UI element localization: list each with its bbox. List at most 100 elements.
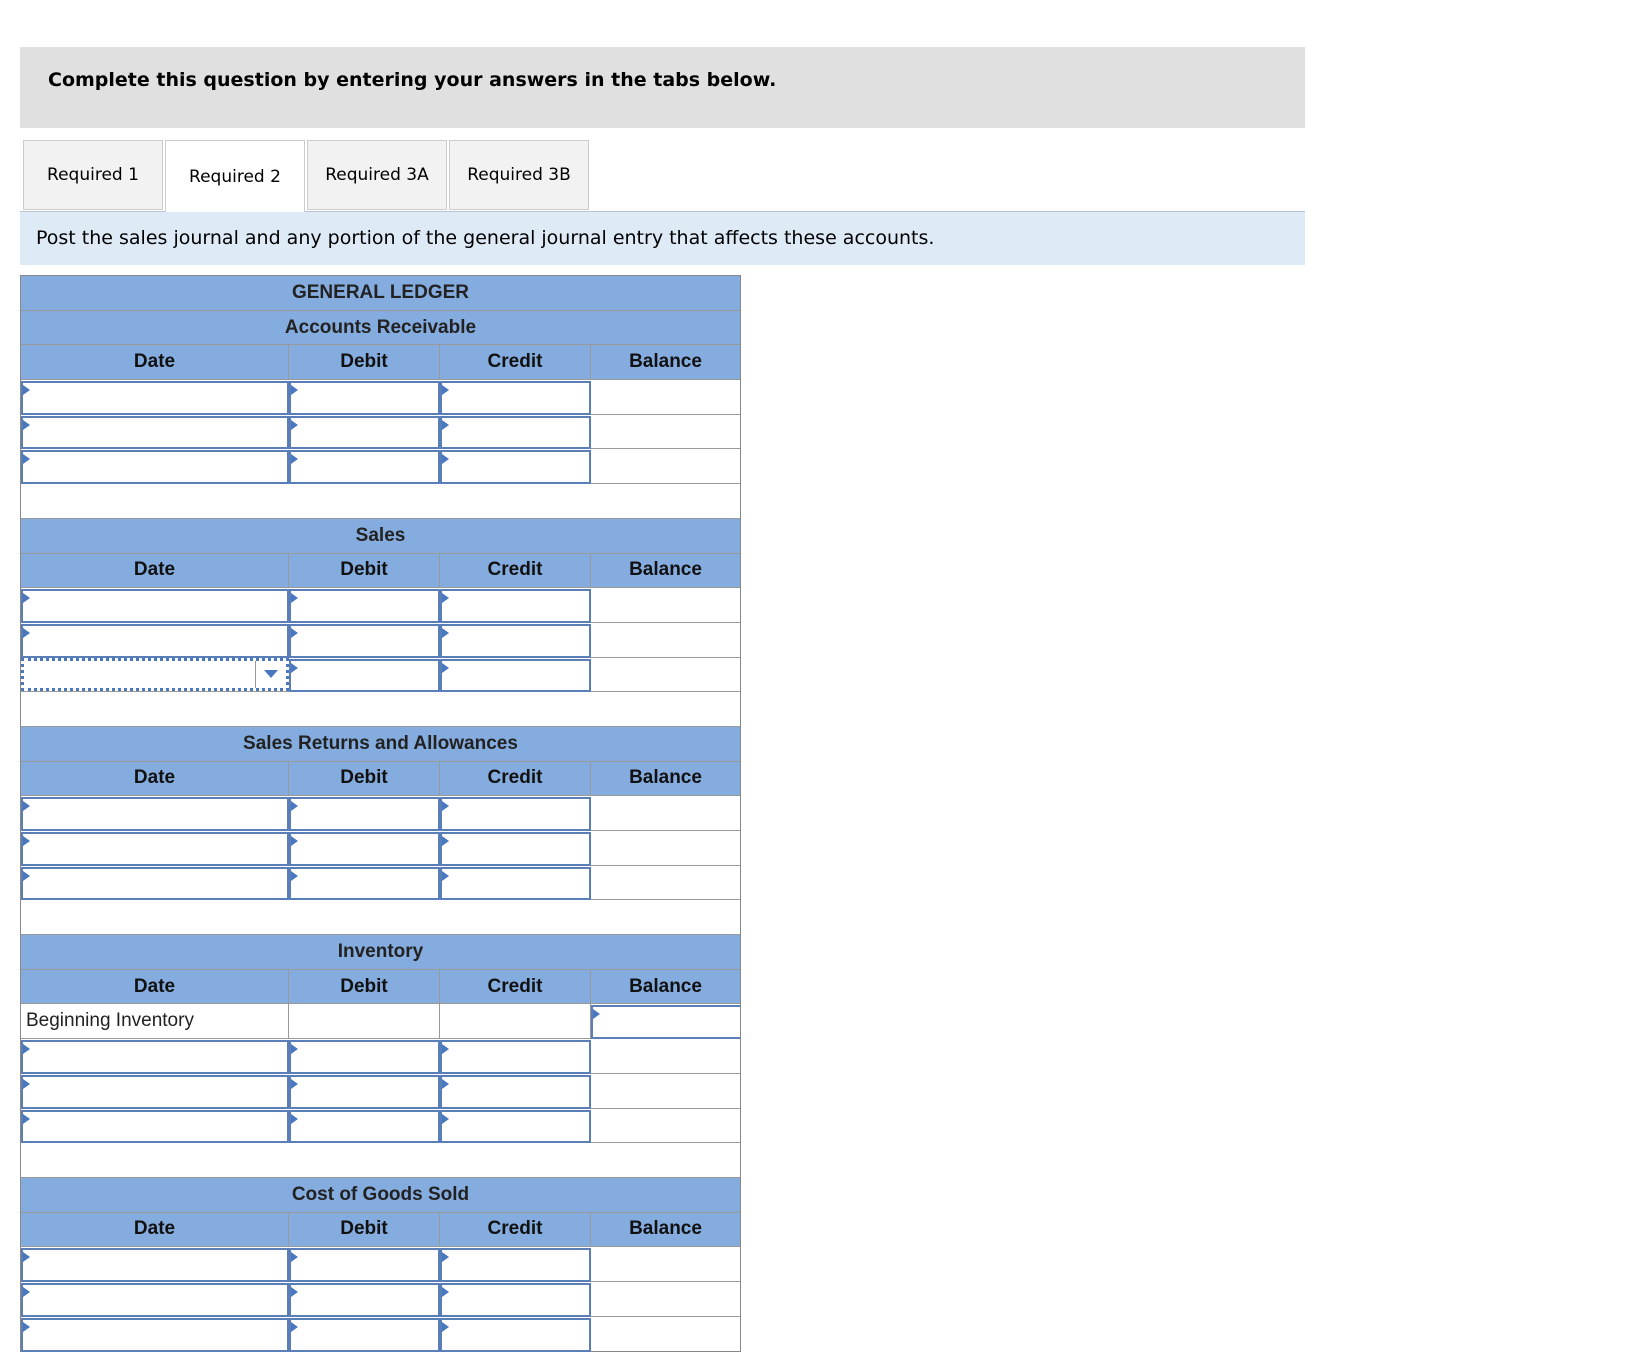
column-header-date: Date [21,761,289,796]
general-ledger: GENERAL LEDGER Accounts Receivable Date Deb… [20,275,741,1352]
ledger-row [21,831,740,866]
column-header-balance: Balance [591,761,740,796]
credit-input[interactable] [440,1109,591,1144]
credit-input[interactable] [440,1040,591,1074]
credit-input[interactable] [440,589,591,623]
ledger-row [21,380,740,415]
debit-input[interactable] [289,832,440,866]
debit-input[interactable] [289,589,440,623]
credit-input[interactable] [440,797,591,831]
balance-cell [591,380,740,414]
date-input[interactable] [21,832,289,866]
ledger-row [21,1282,740,1317]
date-input[interactable] [21,1109,289,1144]
column-header-row: Date Debit Credit Balance [21,553,740,589]
date-select[interactable] [21,657,289,692]
chevron-down-icon[interactable] [255,660,286,689]
column-header-balance: Balance [591,1212,740,1247]
credit-input[interactable] [440,1317,591,1352]
credit-input[interactable] [440,658,591,693]
date-input[interactable] [21,623,289,658]
column-header-date: Date [21,969,289,1004]
balance-cell [591,415,740,449]
account-title-cost-of-goods-sold: Cost of Goods Sold [21,1177,740,1213]
balance-cell [591,1247,740,1281]
debit-input[interactable] [289,1040,440,1074]
date-input[interactable] [21,797,289,831]
beginning-balance-input[interactable] [591,1005,740,1040]
credit-input[interactable] [440,866,591,901]
ledger-row [21,657,740,693]
tab-required-3a[interactable]: Required 3A [307,140,447,210]
ledger-title: GENERAL LEDGER [21,276,740,311]
date-input[interactable] [21,415,289,450]
balance-cell [591,831,740,865]
column-header-credit: Credit [440,553,591,588]
column-header-credit: Credit [440,969,591,1004]
ledger-row [21,1317,740,1352]
ledger-row [21,866,740,901]
tab-required-1[interactable]: Required 1 [23,140,163,210]
date-input[interactable] [21,1074,289,1109]
date-input[interactable] [21,450,289,485]
balance-cell [591,1317,740,1352]
spacer-row [21,1143,740,1178]
ledger-row [21,1247,740,1282]
date-input[interactable] [21,1248,289,1282]
debit-input[interactable] [289,415,440,450]
tab-required-3b[interactable]: Required 3B [449,140,589,210]
date-input[interactable] [21,1040,289,1074]
debit-input[interactable] [289,1109,440,1144]
date-input[interactable] [21,866,289,901]
column-header-date: Date [21,553,289,588]
balance-cell [591,623,740,657]
tab-required-2[interactable]: Required 2 [165,140,305,212]
credit-input[interactable] [440,1074,591,1109]
date-input[interactable] [21,1282,289,1317]
column-header-date: Date [21,345,289,380]
date-input[interactable] [21,1317,289,1352]
banner-text: Complete this question by entering your … [48,69,777,91]
column-header-balance: Balance [591,969,740,1004]
debit-input[interactable] [289,1074,440,1109]
spacer-row [21,692,740,727]
balance-cell [591,658,740,692]
credit-input[interactable] [440,450,591,485]
debit-input[interactable] [289,381,440,415]
credit-input[interactable] [440,415,591,450]
debit-input[interactable] [289,1248,440,1282]
column-header-row: Date Debit Credit Balance [21,969,740,1005]
date-input[interactable] [21,589,289,623]
debit-input[interactable] [289,658,440,693]
column-header-credit: Credit [440,761,591,796]
credit-input[interactable] [440,381,591,415]
spacer-row [21,900,740,936]
debit-input[interactable] [289,450,440,485]
column-header-balance: Balance [591,553,740,588]
spacer-row [21,484,740,519]
credit-input[interactable] [440,623,591,658]
column-header-row: Date Debit Credit Balance [21,1212,740,1248]
credit-input[interactable] [440,1282,591,1317]
date-input[interactable] [21,381,289,415]
ledger-row [21,1074,740,1109]
debit-input[interactable] [289,866,440,901]
debit-input[interactable] [289,1317,440,1352]
account-title-sales-returns-and-allowances: Sales Returns and Allowances [21,726,740,762]
balance-cell [591,1109,740,1143]
debit-input[interactable] [289,1282,440,1317]
column-header-row: Date Debit Credit Balance [21,761,740,797]
column-header-credit: Credit [440,345,591,380]
debit-input[interactable] [289,623,440,658]
balance-cell [591,866,740,900]
column-header-debit: Debit [289,969,440,1004]
credit-input[interactable] [440,832,591,866]
credit-input[interactable] [440,1248,591,1282]
column-header-debit: Debit [289,345,440,380]
column-header-debit: Debit [289,761,440,796]
account-title-sales: Sales [21,518,740,554]
column-header-credit: Credit [440,1212,591,1247]
ledger-row [21,449,740,485]
account-title-inventory: Inventory [21,935,740,970]
debit-input[interactable] [289,797,440,831]
